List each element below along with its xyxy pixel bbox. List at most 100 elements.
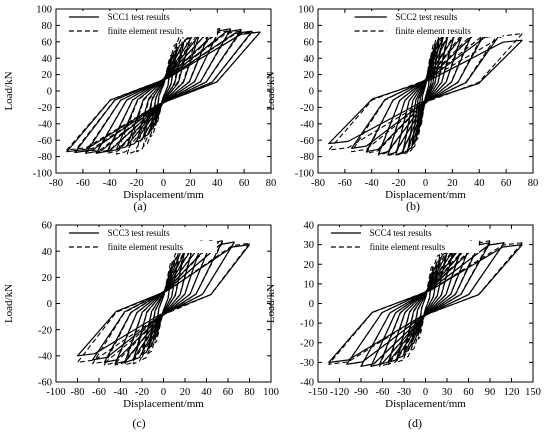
x-tick-label: 30	[442, 387, 453, 398]
y-tick-label: -60	[38, 378, 52, 389]
legend-label: finite element results	[108, 242, 184, 252]
series-2-loop-10	[74, 31, 253, 152]
legend-label: finite element results	[395, 26, 471, 36]
y-tick-label: 20	[42, 70, 53, 81]
series-2-loop-4	[407, 31, 444, 154]
x-tick-label: 60	[239, 178, 250, 189]
y-tick-label: 0	[47, 299, 52, 310]
series-1-loop-10	[328, 244, 523, 363]
x-tick-label: 80	[244, 387, 255, 398]
y-tick-label: -100	[295, 169, 314, 180]
series-2-loop-9	[346, 242, 505, 365]
x-tick-label: -30	[397, 387, 411, 398]
loops	[76, 240, 250, 366]
legend-bg	[66, 11, 217, 23]
series-2-loop-1	[417, 265, 434, 340]
y-tick-label: -40	[38, 119, 52, 130]
series-1-loop-4	[132, 244, 195, 361]
series-2-loop-8	[92, 241, 235, 365]
y-tick-label: -60	[300, 136, 314, 147]
y-tick-label: 20	[304, 260, 315, 271]
loops	[328, 240, 523, 367]
series-2-loop-2	[149, 42, 178, 138]
legend-bg	[352, 25, 503, 37]
x-tick-label: -100	[46, 387, 65, 398]
legend-bg	[352, 11, 503, 23]
series-2-loop-8	[360, 240, 491, 367]
x-tick-label: 60	[501, 178, 512, 189]
x-tick-label: 60	[463, 387, 474, 398]
series-1-loop-9	[365, 33, 486, 153]
series-2-loop-10	[351, 31, 500, 153]
x-tick-label: 40	[474, 178, 485, 189]
y-tick-label: 10	[304, 279, 315, 290]
x-tick-label: -40	[114, 387, 128, 398]
y-tick-label: 40	[304, 221, 315, 232]
series-1-loop-11	[66, 31, 261, 153]
series-2-loop-6	[114, 240, 213, 366]
series-2-loop-4	[132, 241, 195, 365]
series-2-loop-8	[95, 29, 232, 154]
y-axis-label: Load/kN	[3, 71, 15, 110]
x-tick-label: 80	[266, 178, 277, 189]
series-2-loop-7	[370, 240, 481, 367]
series-2-loop-11	[66, 31, 261, 151]
x-tick-label: -90	[354, 387, 368, 398]
x-tick-label: 100	[263, 387, 279, 398]
y-tick-label: -40	[38, 351, 52, 362]
x-tick-label: 60	[223, 387, 234, 398]
series-2-loop-6	[115, 26, 212, 155]
y-tick-label: 60	[42, 37, 53, 48]
series-2-loop-9	[85, 30, 242, 153]
y-tick-label: 0	[309, 299, 314, 310]
series-2-loop-3	[403, 248, 448, 359]
panel-caption: (a)	[133, 199, 146, 213]
panel-caption: (b)	[406, 199, 420, 213]
chart-panel-1: -80 -60 -40 -20 0 20 40 60 80-100-80-60-40-20020…	[3, 5, 276, 213]
series-2-loop-7	[106, 28, 221, 154]
legend-label: SCC4 test results	[370, 228, 433, 238]
chart-panel-3: -100 -80 -60 -40 -20 0 20 40 60 80 100 -60 -40 -20 0 20…	[3, 221, 279, 430]
series-1-loop-9	[85, 28, 242, 154]
x-tick-label: -60	[376, 387, 390, 398]
x-tick-label: -20	[392, 178, 406, 189]
series-2-loop-4	[136, 26, 191, 153]
x-axis-label: Displacement/mm	[385, 189, 466, 201]
legend-label: finite element results	[108, 26, 184, 36]
y-tick-label: 20	[304, 70, 315, 81]
x-axis-label: Displacement/mm	[123, 398, 204, 410]
legend-label: finite element results	[370, 242, 446, 252]
y-tick-label: 0	[309, 87, 314, 98]
legend-bg	[66, 25, 217, 37]
series-2-loop-9	[365, 30, 486, 154]
y-tick-label: 100	[36, 5, 52, 16]
x-axis-label: Displacement/mm	[123, 189, 204, 201]
series-2-loop-5	[387, 242, 464, 365]
x-tick-label: -120	[330, 387, 349, 398]
x-tick-label: 40	[212, 178, 223, 189]
y-tick-label: -80	[300, 152, 314, 163]
series-2-loop-6	[379, 240, 472, 367]
x-tick-label: 40	[201, 387, 212, 398]
y-tick-label: 100	[298, 5, 314, 16]
series-1-loop-9	[76, 244, 250, 357]
series-2-loop-3	[141, 244, 186, 361]
x-tick-label: -20	[135, 387, 149, 398]
y-tick-label: -30	[300, 358, 314, 369]
y-tick-label: -40	[300, 378, 314, 389]
x-tick-label: -150	[308, 387, 327, 398]
y-tick-label: -20	[38, 325, 52, 336]
y-tick-label: 60	[42, 221, 53, 232]
y-tick-label: 40	[304, 54, 315, 65]
loops	[66, 24, 261, 155]
x-tick-label: 20	[180, 387, 191, 398]
series-2-loop-1	[154, 54, 173, 126]
series-2-loop-2	[410, 253, 441, 352]
x-tick-label: -40	[365, 178, 379, 189]
y-tick-label: 40	[42, 247, 53, 258]
y-tick-label: 80	[42, 21, 53, 32]
x-tick-label: -60	[92, 387, 106, 398]
x-tick-label: 0	[423, 178, 428, 189]
y-tick-label: -10	[300, 319, 314, 330]
